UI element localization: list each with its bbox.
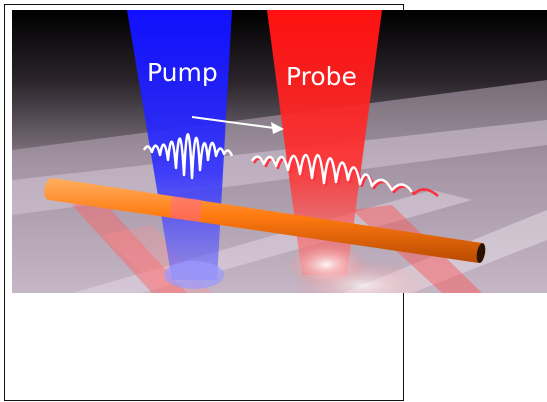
probe-label: Probe bbox=[286, 62, 357, 91]
delay-arrow-line bbox=[191, 116, 275, 129]
nanowire-pump-region bbox=[170, 196, 202, 222]
red-reflection-1 bbox=[72, 200, 187, 293]
nanowire bbox=[44, 177, 484, 263]
probe-pulse-wave bbox=[250, 153, 414, 193]
pump-label: Pump bbox=[147, 58, 218, 87]
probe-beam bbox=[267, 10, 382, 275]
substrate-ridge-1 bbox=[12, 120, 547, 215]
pump-pulse-wave bbox=[142, 133, 234, 180]
pump-probe-scene bbox=[12, 10, 547, 293]
delay-arrow-head bbox=[271, 122, 284, 134]
nanowire-end-cap bbox=[476, 243, 486, 263]
pump-spot bbox=[164, 261, 224, 289]
probe-glow bbox=[292, 260, 432, 293]
